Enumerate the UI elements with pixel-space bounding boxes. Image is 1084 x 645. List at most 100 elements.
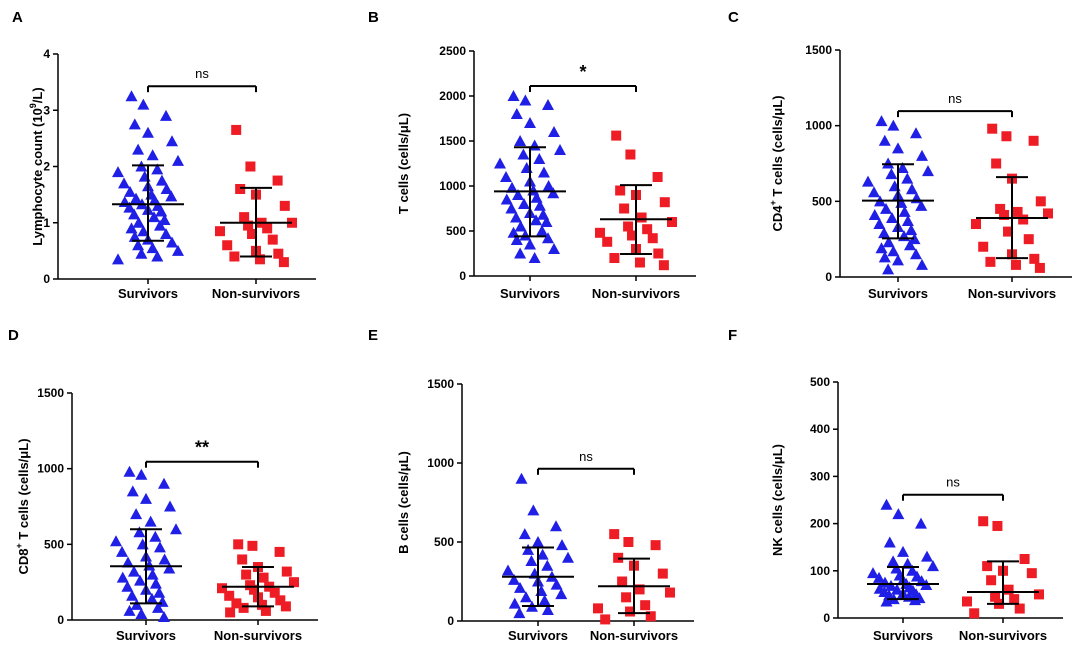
data-point-survivor <box>128 565 140 577</box>
y-tick-label: 0 <box>825 270 832 284</box>
data-point-survivor <box>154 219 166 231</box>
data-point-survivor <box>540 216 553 227</box>
data-point-survivor <box>883 536 896 548</box>
data-point-survivor <box>148 211 160 223</box>
y-axis-title-rest: T cells (cells/μL) <box>16 438 31 543</box>
data-point-survivor <box>116 545 128 557</box>
data-point-survivor <box>885 579 897 591</box>
data-point-non-survivor <box>611 130 622 141</box>
data-point-non-survivor <box>256 599 267 610</box>
data-point-non-survivor <box>231 124 242 135</box>
data-point-non-survivor <box>642 224 653 235</box>
data-point-survivor <box>140 492 152 504</box>
data-point-survivor <box>116 571 129 583</box>
data-point-non-survivor <box>1010 259 1021 270</box>
y-tick-label: 500 <box>446 224 466 238</box>
data-point-non-survivor <box>625 606 636 617</box>
panel-letter: B <box>368 9 379 26</box>
data-point-survivor <box>507 90 520 101</box>
data-point-survivor <box>537 166 550 178</box>
data-point-survivor <box>112 166 124 178</box>
data-point-survivor <box>905 224 918 236</box>
data-point-survivor <box>886 211 898 223</box>
data-point-non-survivor <box>969 608 980 619</box>
data-point-non-survivor <box>627 230 638 241</box>
data-point-survivor <box>922 165 934 177</box>
y-axis-title-sup: + <box>14 543 24 548</box>
data-point-survivor <box>885 168 898 180</box>
panel-letter: C <box>728 9 739 26</box>
data-point-survivor <box>152 601 164 613</box>
y-tick-label: 0 <box>459 269 466 283</box>
x-category-label: Survivors <box>500 286 560 301</box>
data-point-survivor <box>510 234 523 245</box>
data-point-survivor <box>915 517 927 529</box>
data-point-survivor <box>542 180 555 191</box>
data-point-survivor <box>130 598 143 610</box>
data-point-non-survivor <box>273 248 284 259</box>
x-category-label: Non-survivors <box>590 628 678 643</box>
data-point-survivor <box>502 564 514 576</box>
data-point-non-survivor <box>281 566 292 577</box>
data-point-non-survivor <box>233 539 244 550</box>
data-point-survivor <box>908 233 921 245</box>
data-point-survivor <box>118 177 130 189</box>
data-point-non-survivor <box>269 587 280 598</box>
data-point-non-survivor <box>239 212 250 223</box>
data-point-non-survivor <box>623 537 634 547</box>
data-point-non-survivor <box>971 219 981 230</box>
data-point-survivor <box>910 248 922 260</box>
data-point-survivor <box>536 548 549 560</box>
y-tick-label: 1 <box>43 216 50 230</box>
data-point-non-survivor <box>247 540 258 551</box>
significance-label: ** <box>195 438 209 458</box>
data-point-survivor <box>165 190 178 202</box>
data-point-survivor <box>515 472 528 484</box>
data-point-survivor <box>520 591 532 603</box>
data-point-survivor <box>130 192 142 204</box>
data-point-survivor <box>513 607 526 619</box>
data-point-survivor <box>525 554 538 566</box>
data-point-survivor <box>132 239 145 251</box>
data-point-non-survivor <box>985 256 996 267</box>
data-point-non-survivor <box>260 605 271 616</box>
data-point-survivor <box>123 604 136 616</box>
y-axis-title-main: T cells (cells/μL) <box>396 113 411 214</box>
data-point-survivor <box>128 230 141 242</box>
data-point-survivor <box>901 557 914 569</box>
data-point-non-survivor <box>615 185 626 196</box>
data-point-survivor <box>142 126 154 138</box>
data-point-survivor <box>896 162 909 174</box>
y-tick-label: 500 <box>434 535 454 549</box>
y-tick-label: 1500 <box>427 377 454 391</box>
data-point-survivor <box>533 153 546 164</box>
data-point-survivor <box>149 577 162 589</box>
y-tick-label: 0 <box>43 272 50 286</box>
data-point-survivor <box>123 201 136 213</box>
data-point-non-survivor <box>962 596 972 607</box>
data-point-non-survivor <box>215 226 225 237</box>
data-point-non-survivor <box>990 591 1001 602</box>
x-category-label: Non-survivors <box>968 286 1056 301</box>
data-point-survivor <box>123 465 136 477</box>
data-point-non-survivor <box>1018 214 1029 225</box>
data-point-survivor <box>532 536 544 547</box>
data-point-non-survivor <box>1028 135 1039 146</box>
data-point-survivor <box>160 109 172 121</box>
y-axis-title-main: B cells (cells/μL) <box>396 451 411 554</box>
data-point-non-survivor <box>1023 234 1034 245</box>
data-point-survivor <box>500 193 513 205</box>
data-point-non-survivor <box>653 248 664 259</box>
data-point-survivor <box>510 211 523 223</box>
data-point-non-survivor <box>1003 584 1014 595</box>
data-point-non-survivor <box>995 203 1006 214</box>
data-point-survivor <box>550 578 563 590</box>
data-point-survivor <box>519 229 532 241</box>
data-point-survivor <box>892 142 904 154</box>
data-point-non-survivor <box>999 209 1010 220</box>
data-point-non-survivor <box>1019 554 1030 564</box>
data-point-survivor <box>158 213 171 225</box>
y-tick-label: 200 <box>810 517 830 531</box>
data-point-non-survivor <box>658 260 669 271</box>
data-point-survivor <box>505 202 518 214</box>
